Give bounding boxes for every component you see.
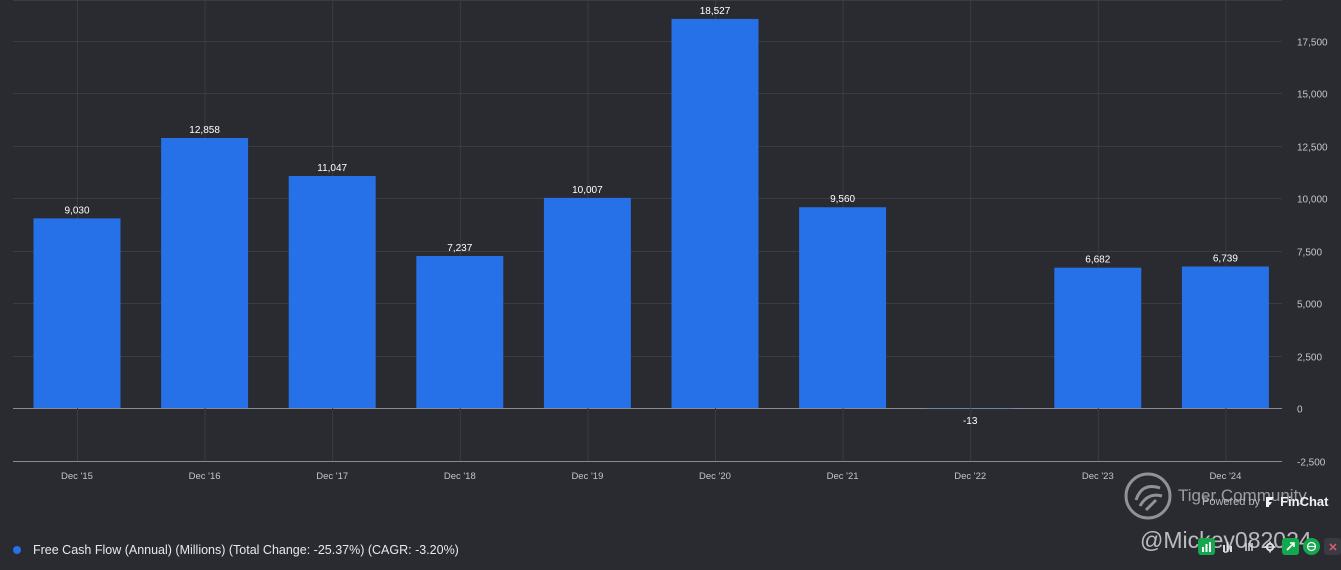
powered-by: Powered by FinChat <box>1202 494 1328 509</box>
data-label: 10,007 <box>572 185 603 196</box>
legend-dot <box>13 546 21 554</box>
data-label: -13 <box>963 416 978 427</box>
x-tick-label: Dec '17 <box>316 471 348 482</box>
bar <box>416 256 504 408</box>
data-label: 18,527 <box>700 6 731 17</box>
y-tick-label: 7,500 <box>1297 248 1322 259</box>
bar <box>1054 267 1142 408</box>
data-label: 6,682 <box>1085 255 1110 266</box>
data-label: 6,739 <box>1213 253 1238 264</box>
data-label: 7,237 <box>447 243 472 254</box>
x-tick-label: Dec '20 <box>699 471 731 482</box>
tiger-logo-watermark <box>1124 472 1172 520</box>
x-tick-label: Dec '18 <box>444 471 476 482</box>
x-tick-label: Dec '23 <box>1082 471 1114 482</box>
columns-icon[interactable] <box>1219 538 1236 555</box>
data-label: 12,858 <box>189 125 220 136</box>
y-tick-label: 17,500 <box>1297 38 1328 49</box>
x-tick-label: Dec '24 <box>1209 471 1241 482</box>
finchat-logo-icon <box>1266 496 1275 507</box>
data-label: 9,030 <box>64 205 89 216</box>
y-tick-label: 10,000 <box>1297 195 1328 206</box>
legend-text: Free Cash Flow (Annual) (Millions) (Tota… <box>33 543 459 557</box>
y-tick-label: 12,500 <box>1297 143 1328 154</box>
bar-chart-icon[interactable] <box>1198 538 1215 555</box>
bar <box>799 207 887 408</box>
download-icon[interactable] <box>1282 538 1299 555</box>
gear-icon[interactable] <box>1261 538 1278 555</box>
close-icon[interactable] <box>1324 538 1341 555</box>
bar <box>543 197 631 408</box>
y-tick-label: 15,000 <box>1297 90 1328 101</box>
chart: 17,500 15,000 12,500 10,000 7,500 5,000 2,500 0… <box>13 0 1328 482</box>
bar <box>288 176 376 408</box>
y-tick-label: 0 <box>1297 405 1303 416</box>
globe-icon[interactable] <box>1303 538 1320 555</box>
bar <box>1181 266 1269 408</box>
y-tick-label: 2,500 <box>1297 353 1322 364</box>
bar <box>161 137 249 408</box>
data-label: 9,560 <box>830 194 855 205</box>
bar <box>671 18 759 408</box>
y-tick-label: 5,000 <box>1297 300 1322 311</box>
powered-by-brand: FinChat <box>1280 494 1329 509</box>
bar <box>33 218 121 408</box>
data-label: 11,047 <box>317 163 347 174</box>
watermark-community: Tiger Community <box>1178 486 1307 505</box>
chart-toolbar <box>1198 538 1341 555</box>
x-tick-label: Dec '15 <box>61 471 93 482</box>
legend: Free Cash Flow (Annual) (Millions) (Tota… <box>0 536 1341 564</box>
y-tick-label: -2,500 <box>1297 458 1326 469</box>
x-tick-label: Dec '19 <box>571 471 603 482</box>
x-tick-label: Dec '21 <box>827 471 859 482</box>
number-icon[interactable] <box>1240 538 1257 555</box>
x-tick-label: Dec '22 <box>954 471 986 482</box>
powered-by-prefix: Powered by <box>1202 495 1261 508</box>
x-tick-label: Dec '16 <box>189 471 221 482</box>
